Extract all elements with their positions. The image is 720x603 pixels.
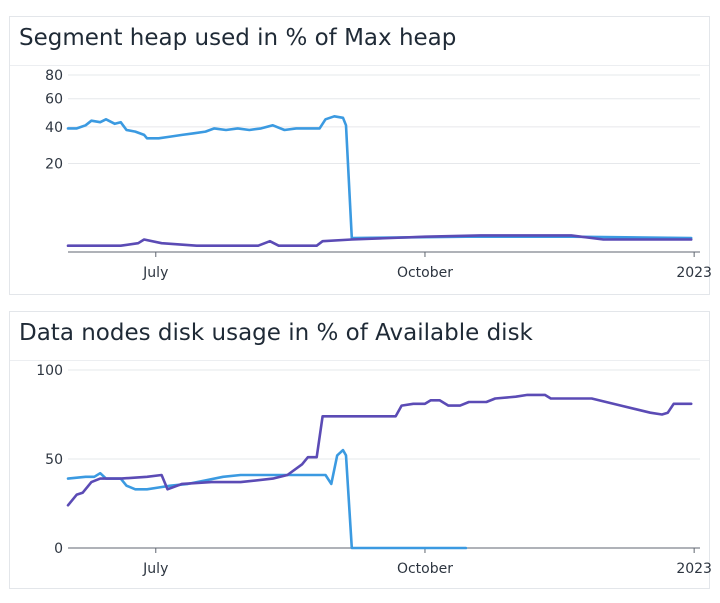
series-line-1 [66,448,468,550]
disk-usage-panel: Data nodes disk usage in % of Available … [9,311,712,589]
segment-heap-chart: 20 40 60 80 July October 2023 [45,68,712,281]
x-tick-label: 2023 [676,561,712,577]
series-line-2 [66,234,693,247]
series-line-2 [66,393,693,507]
disk-usage-chart: 0 50 100 July October 2023 [36,363,712,577]
chart-title: Segment heap used in % of Max heap [19,25,457,51]
series-line-1 [66,115,693,240]
y-tick-label: 80 [45,68,63,84]
y-tick-label: 20 [45,157,63,173]
y-tick-label: 50 [45,452,63,468]
y-tick-label: 60 [45,92,63,108]
x-tick-label: 2023 [676,265,712,281]
x-tick-label: October [397,561,453,577]
y-tick-label: 100 [36,363,63,379]
x-tick-label: October [397,265,453,281]
y-tick-label: 40 [45,120,63,136]
x-tick-label: July [142,561,168,577]
title-divider [10,360,709,361]
title-divider [10,65,709,66]
x-tick-label: July [142,265,168,281]
segment-heap-panel: Segment heap used in % of Max heap 20 40 6… [9,16,712,295]
chart-title: Data nodes disk usage in % of Available … [19,320,533,346]
y-tick-label: 0 [54,541,63,557]
